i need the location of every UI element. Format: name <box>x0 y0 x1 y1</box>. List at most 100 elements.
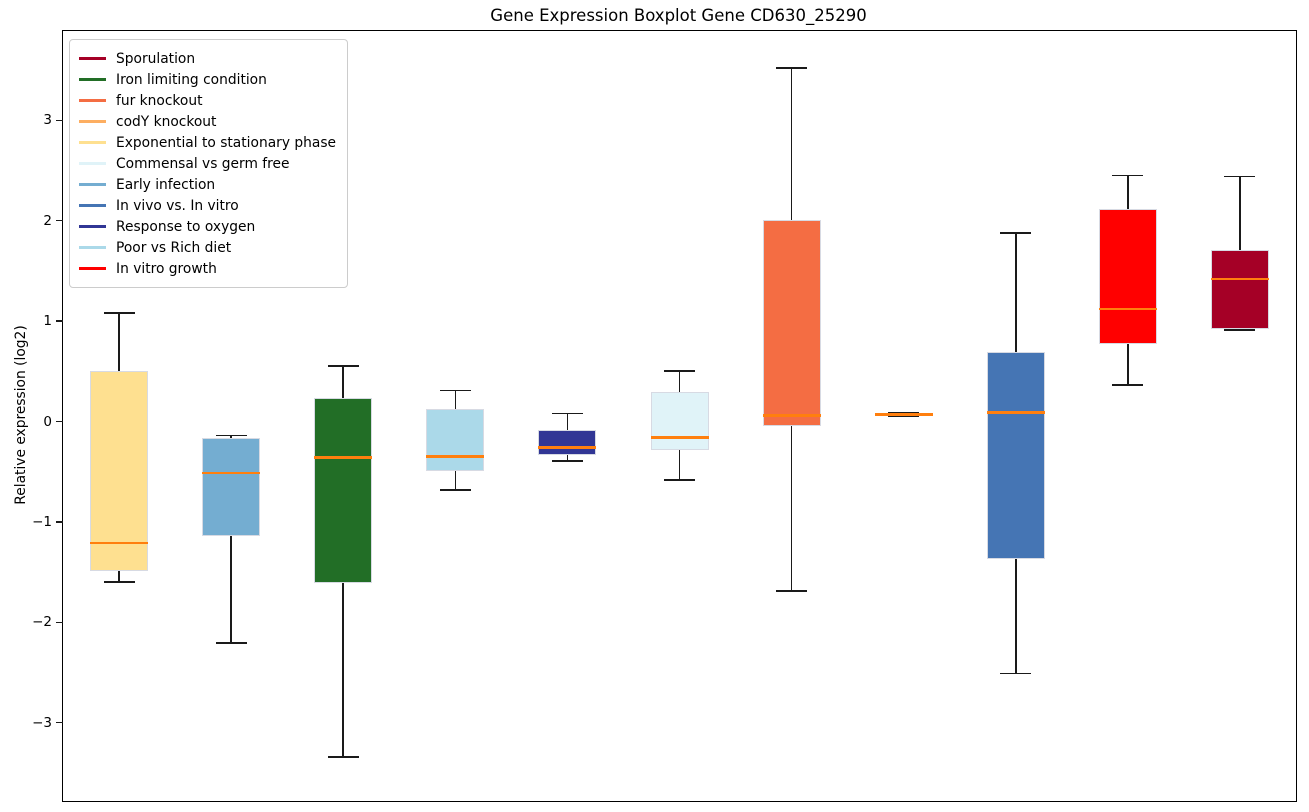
chart-title: Gene Expression Boxplot Gene CD630_25290 <box>490 6 867 25</box>
whisker-cap-lower <box>1000 672 1032 675</box>
box <box>874 413 933 416</box>
whisker-lower <box>566 454 569 461</box>
box <box>762 219 821 426</box>
median-line <box>426 455 485 458</box>
legend-swatch <box>79 225 106 228</box>
legend-label: In vivo vs. In vitro <box>116 197 239 214</box>
whisker-cap-upper <box>776 67 808 70</box>
whisker-lower <box>230 535 232 644</box>
y-tick-mark <box>56 721 63 724</box>
whisker-cap-lower <box>327 755 359 758</box>
legend-label: Exponential to stationary phase <box>116 134 337 151</box>
whisker-cap-lower <box>215 642 247 645</box>
box <box>1210 249 1269 330</box>
legend-swatch <box>79 246 106 249</box>
median-line <box>202 471 261 474</box>
legend-item: fur knockout <box>79 90 336 111</box>
y-tick-label: 2 <box>43 212 52 229</box>
legend-label: Early infection <box>116 176 216 193</box>
whisker-cap-upper <box>327 365 359 368</box>
legend-label: fur knockout <box>116 92 203 109</box>
y-tick-mark <box>56 621 63 624</box>
legend-item: Iron limiting condition <box>79 69 336 90</box>
whisker-cap-upper <box>1224 175 1256 178</box>
y-tick-mark <box>56 219 63 222</box>
whisker-upper <box>790 68 793 220</box>
whisker-cap-upper <box>1000 231 1032 234</box>
whisker-lower <box>342 583 345 757</box>
whisker-lower <box>118 571 120 583</box>
box <box>650 392 709 450</box>
box <box>986 352 1045 560</box>
legend-swatch <box>79 78 106 81</box>
median-line <box>1098 307 1157 311</box>
y-tick-label: −3 <box>32 714 52 731</box>
y-tick-label: −2 <box>32 614 52 631</box>
y-tick-label: 0 <box>43 413 52 430</box>
whisker-upper <box>566 413 569 430</box>
median-line <box>538 446 597 449</box>
legend-swatch <box>79 99 106 102</box>
whisker-lower <box>454 470 457 490</box>
median-line <box>874 413 933 416</box>
whisker-cap-upper <box>215 434 247 437</box>
whisker-cap-lower <box>1224 329 1256 332</box>
legend-item: codY knockout <box>79 111 336 132</box>
legend-item: Commensal vs germ free <box>79 153 336 174</box>
median-line <box>986 411 1045 414</box>
whisker-cap-lower <box>439 488 471 491</box>
median-line <box>1210 277 1269 281</box>
legend-swatch <box>79 162 106 165</box>
whisker-cap-upper <box>1112 174 1144 177</box>
whisker-lower <box>1014 559 1017 674</box>
whisker-lower <box>1239 329 1241 331</box>
box <box>538 429 597 455</box>
whisker-cap-lower <box>103 581 135 584</box>
y-tick-label: −1 <box>32 513 52 530</box>
median-line <box>762 414 821 417</box>
legend-item: Exponential to stationary phase <box>79 132 336 153</box>
box <box>314 398 373 584</box>
legend-item: Early infection <box>79 174 336 195</box>
whisker-upper <box>678 371 681 393</box>
whisker-upper <box>342 366 345 399</box>
whisker-cap-lower <box>776 590 808 593</box>
whisker-upper <box>454 390 457 410</box>
legend-label: Sporulation <box>116 50 196 67</box>
box <box>202 437 261 536</box>
whisker-cap-lower <box>551 459 583 462</box>
legend-label: In vitro growth <box>116 260 217 277</box>
legend-label: Poor vs Rich diet <box>116 239 232 256</box>
whisker-cap-lower <box>888 415 920 418</box>
legend-swatch <box>79 141 106 144</box>
y-tick-mark <box>56 521 63 523</box>
whisker-upper <box>1014 232 1017 353</box>
y-tick-mark <box>56 119 63 122</box>
box <box>426 409 485 471</box>
whisker-cap-lower <box>664 478 695 481</box>
legend-swatch <box>79 183 106 186</box>
whisker-cap-upper <box>439 389 471 392</box>
whisker-cap-lower <box>1112 384 1144 387</box>
legend-item: In vivo vs. In vitro <box>79 195 336 216</box>
whisker-upper <box>1239 176 1241 250</box>
whisker-cap-upper <box>551 412 583 415</box>
median-line <box>650 436 709 439</box>
whisker-cap-upper <box>888 411 920 414</box>
median-line <box>314 456 373 459</box>
legend-item: Poor vs Rich diet <box>79 237 336 258</box>
y-tick-label: 1 <box>43 313 52 330</box>
whisker-upper <box>230 435 232 438</box>
whisker-upper <box>1127 175 1129 209</box>
legend-label: codY knockout <box>116 113 217 130</box>
whisker-cap-upper <box>664 370 695 373</box>
whisker-upper <box>902 412 905 414</box>
whisker-upper <box>118 313 120 372</box>
y-tick-mark <box>56 320 63 322</box>
legend-label: Commensal vs germ free <box>116 155 290 172</box>
legend-swatch <box>79 267 106 270</box>
legend-item: In vitro growth <box>79 258 336 279</box>
y-tick-mark <box>56 420 63 423</box>
box <box>90 371 149 572</box>
